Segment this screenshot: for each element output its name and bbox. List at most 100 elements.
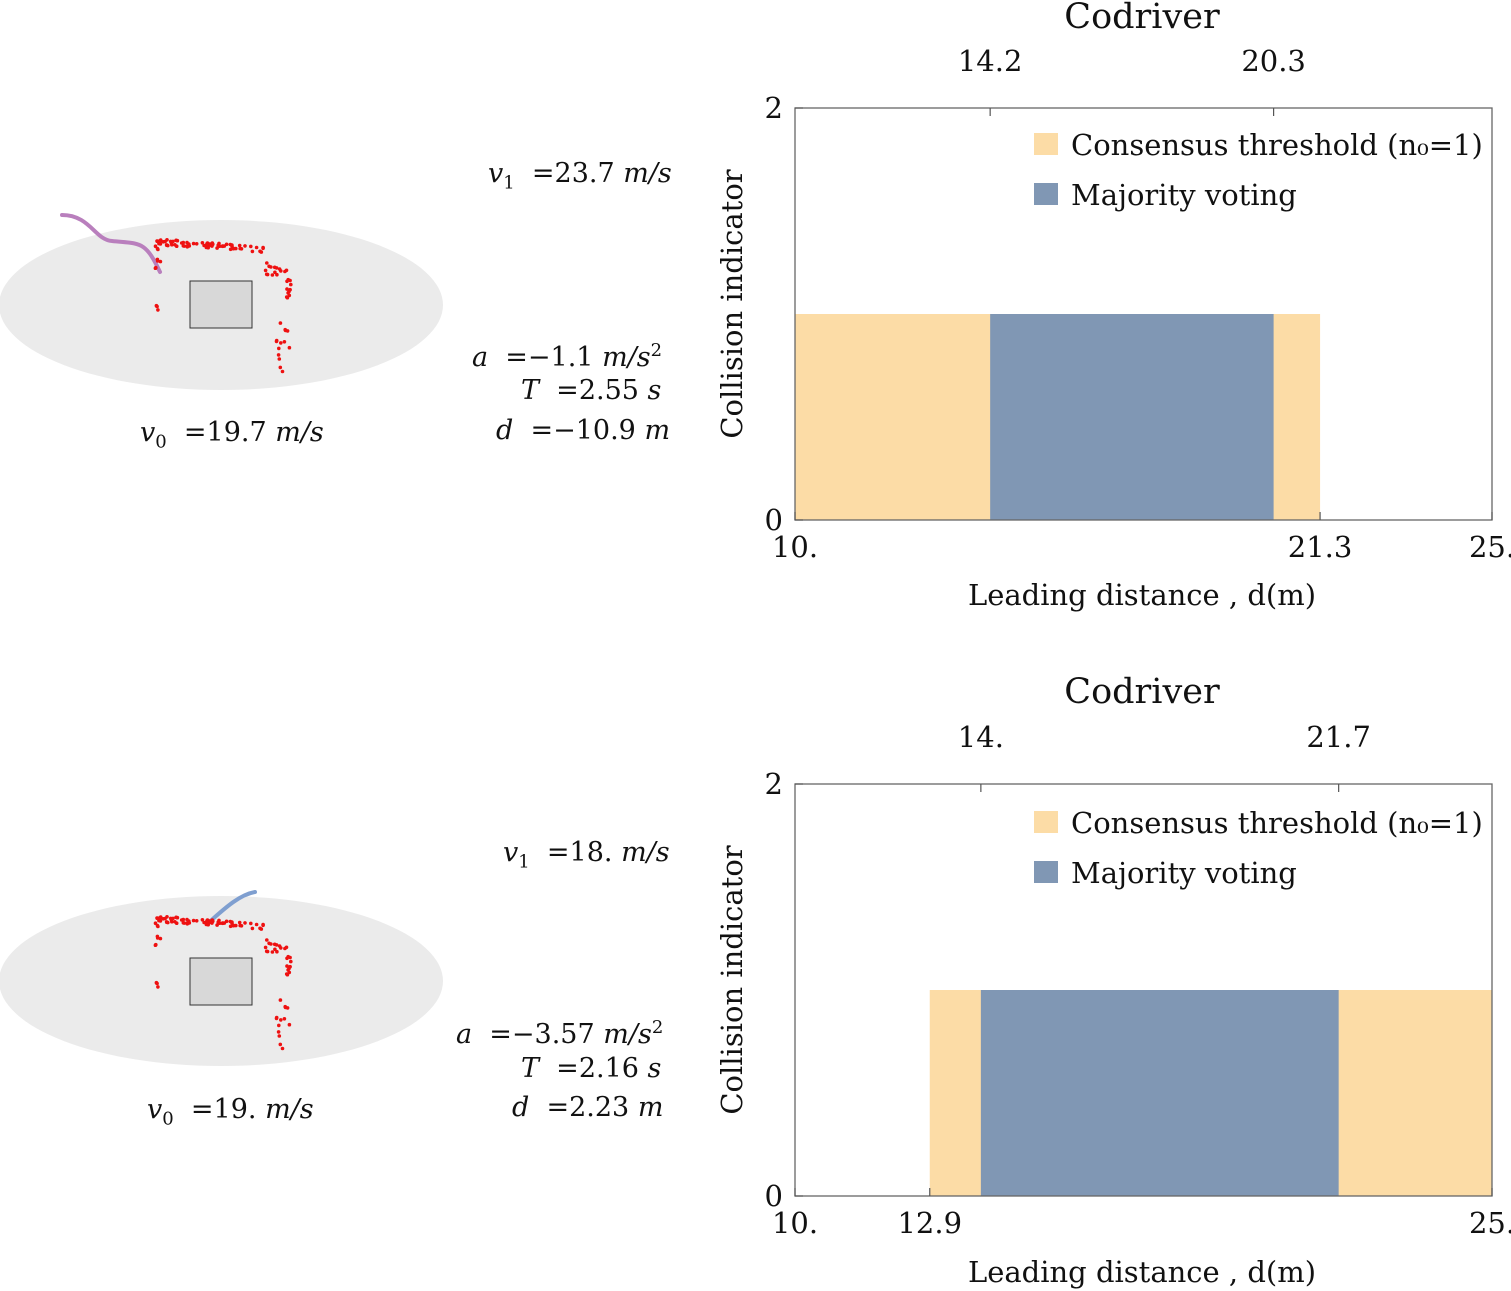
lidar-point [274, 1016, 279, 1021]
lidar-point [194, 919, 199, 923]
lidar-point [228, 924, 233, 929]
distance-label: d =2.23 m [512, 1092, 664, 1123]
top-tick-label: 20.3 [1241, 44, 1306, 78]
majority-voting-region [980, 990, 1339, 1196]
top-tick-label: 14.2 [958, 44, 1023, 78]
legend-swatch-consensus [1034, 811, 1058, 833]
lidar-point [215, 246, 219, 250]
lidar-point [277, 346, 281, 351]
legend-swatch-consensus [1034, 133, 1058, 155]
lidar-point [158, 916, 162, 920]
lidar-point [289, 282, 293, 287]
lidar-point [287, 345, 292, 350]
lidar-point [155, 916, 160, 920]
lidar-point [238, 246, 242, 251]
legend-swatch-majority [1034, 861, 1058, 883]
lidar-point [158, 242, 163, 246]
lidar-point [243, 244, 247, 248]
top-tick-label: 21.7 [1306, 720, 1371, 754]
lidar-point [173, 243, 177, 247]
legend: Consensus threshold (n₀=1) Majority voti… [1034, 128, 1483, 212]
plot-frame [794, 783, 1493, 1197]
x-axis-label: Leading distance , d(m) [968, 1255, 1316, 1289]
lidar-point [154, 265, 158, 270]
lidar-point [277, 267, 282, 271]
v0-label: v0 =19. m/s [147, 1094, 314, 1130]
distance-label: d =−10.9 m [496, 415, 671, 446]
lidar-point [285, 964, 289, 968]
y-axis-label: Collision indicator [715, 169, 749, 438]
lidar-point [238, 923, 242, 928]
lidar-point [158, 259, 163, 264]
lidar-point [158, 936, 163, 941]
acceleration-label: a =−3.57 m/s2 [456, 1017, 664, 1050]
x-tick-label: 10. [772, 1206, 818, 1240]
lidar-point [220, 244, 225, 249]
lidar-point [158, 239, 162, 243]
lidar-point [274, 339, 279, 344]
lidar-point [155, 259, 160, 263]
lidar-point [249, 244, 253, 249]
lidar-point [276, 353, 281, 357]
lidar-point [285, 972, 290, 977]
lidar-point [163, 239, 167, 244]
legend-label-consensus: Consensus threshold (n₀=1) [1071, 806, 1483, 840]
lidar-point [217, 241, 221, 246]
lidar-point [265, 261, 269, 265]
lidar-point [228, 247, 233, 252]
x-tick-label: 12.9 [897, 1206, 962, 1240]
y-axis-label: Collision indicator [715, 845, 749, 1114]
lidar-point [166, 243, 170, 248]
lidar-point [191, 918, 196, 923]
x-tick-label: 25. [1469, 530, 1511, 564]
lidar-point [278, 1042, 283, 1047]
lidar-point [278, 998, 283, 1002]
legend-swatch-majority [1034, 183, 1058, 205]
lidar-point [234, 246, 238, 251]
lidar-point [156, 308, 160, 312]
majority-voting-region [990, 314, 1274, 520]
lidar-point [215, 923, 219, 927]
lidar-point [155, 923, 160, 928]
legend-label-majority: Majority voting [1071, 178, 1297, 212]
scene-illustration [0, 213, 443, 390]
lidar-point [237, 920, 242, 925]
v1-label: v1 =18. m/s [503, 837, 670, 873]
lidar-point [265, 272, 270, 277]
legend-label-consensus: Consensus threshold (n₀=1) [1071, 128, 1483, 162]
lidar-point [280, 369, 285, 374]
y-tick-label: 2 [765, 91, 783, 125]
lidar-point [156, 985, 160, 989]
time-label: T =2.16 s [521, 1053, 662, 1084]
lidar-point [250, 926, 255, 931]
lidar-point [267, 264, 271, 269]
lidar-point [181, 921, 186, 925]
lidar-point [220, 921, 225, 926]
x-axis-label: Leading distance , d(m) [968, 578, 1316, 612]
vehicle-box [189, 957, 253, 1006]
lidar-point [155, 246, 160, 251]
lidar-point [254, 922, 259, 927]
legend: Consensus threshold (n₀=1) Majority voti… [1034, 806, 1483, 890]
lidar-point [279, 341, 283, 345]
lidar-point [261, 923, 265, 928]
lidar-point [282, 340, 287, 344]
lidar-point [289, 959, 293, 964]
lidar-point [274, 266, 279, 270]
lidar-point [285, 329, 290, 333]
lidar-point [267, 941, 271, 946]
lidar-point [261, 246, 265, 251]
time-label: T =2.55 s [521, 375, 662, 406]
lidar-point [234, 923, 238, 928]
lidar-point [285, 279, 289, 284]
x-tick-label: 10. [772, 530, 818, 564]
x-tick-label: 21.3 [1288, 530, 1353, 564]
lidar-point [237, 243, 242, 248]
lidar-point [278, 321, 283, 325]
lidar-point [166, 920, 170, 925]
y-tick-label: 0 [765, 503, 783, 537]
lidar-point [273, 270, 277, 275]
lidar-point [279, 1018, 283, 1022]
lidar-point [208, 920, 213, 924]
v1-label: v1 =23.7 m/s [488, 158, 672, 194]
